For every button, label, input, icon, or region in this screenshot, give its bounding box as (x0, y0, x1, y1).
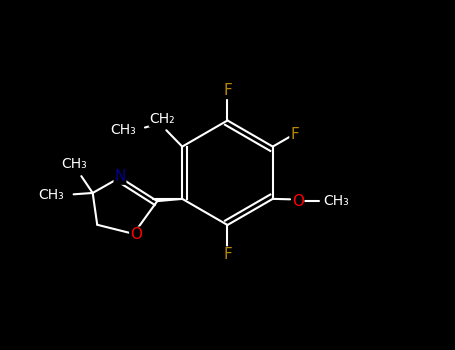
Text: O: O (292, 194, 304, 209)
Text: O: O (130, 227, 142, 242)
Text: F: F (223, 83, 232, 98)
Text: CH₂: CH₂ (149, 112, 175, 126)
Text: CH₃: CH₃ (324, 194, 349, 208)
Text: CH₃: CH₃ (61, 157, 87, 171)
Text: CH₃: CH₃ (38, 188, 64, 202)
Text: N: N (114, 169, 126, 184)
Text: CH₃: CH₃ (110, 123, 136, 137)
Text: F: F (223, 247, 232, 262)
Text: F: F (290, 127, 299, 142)
